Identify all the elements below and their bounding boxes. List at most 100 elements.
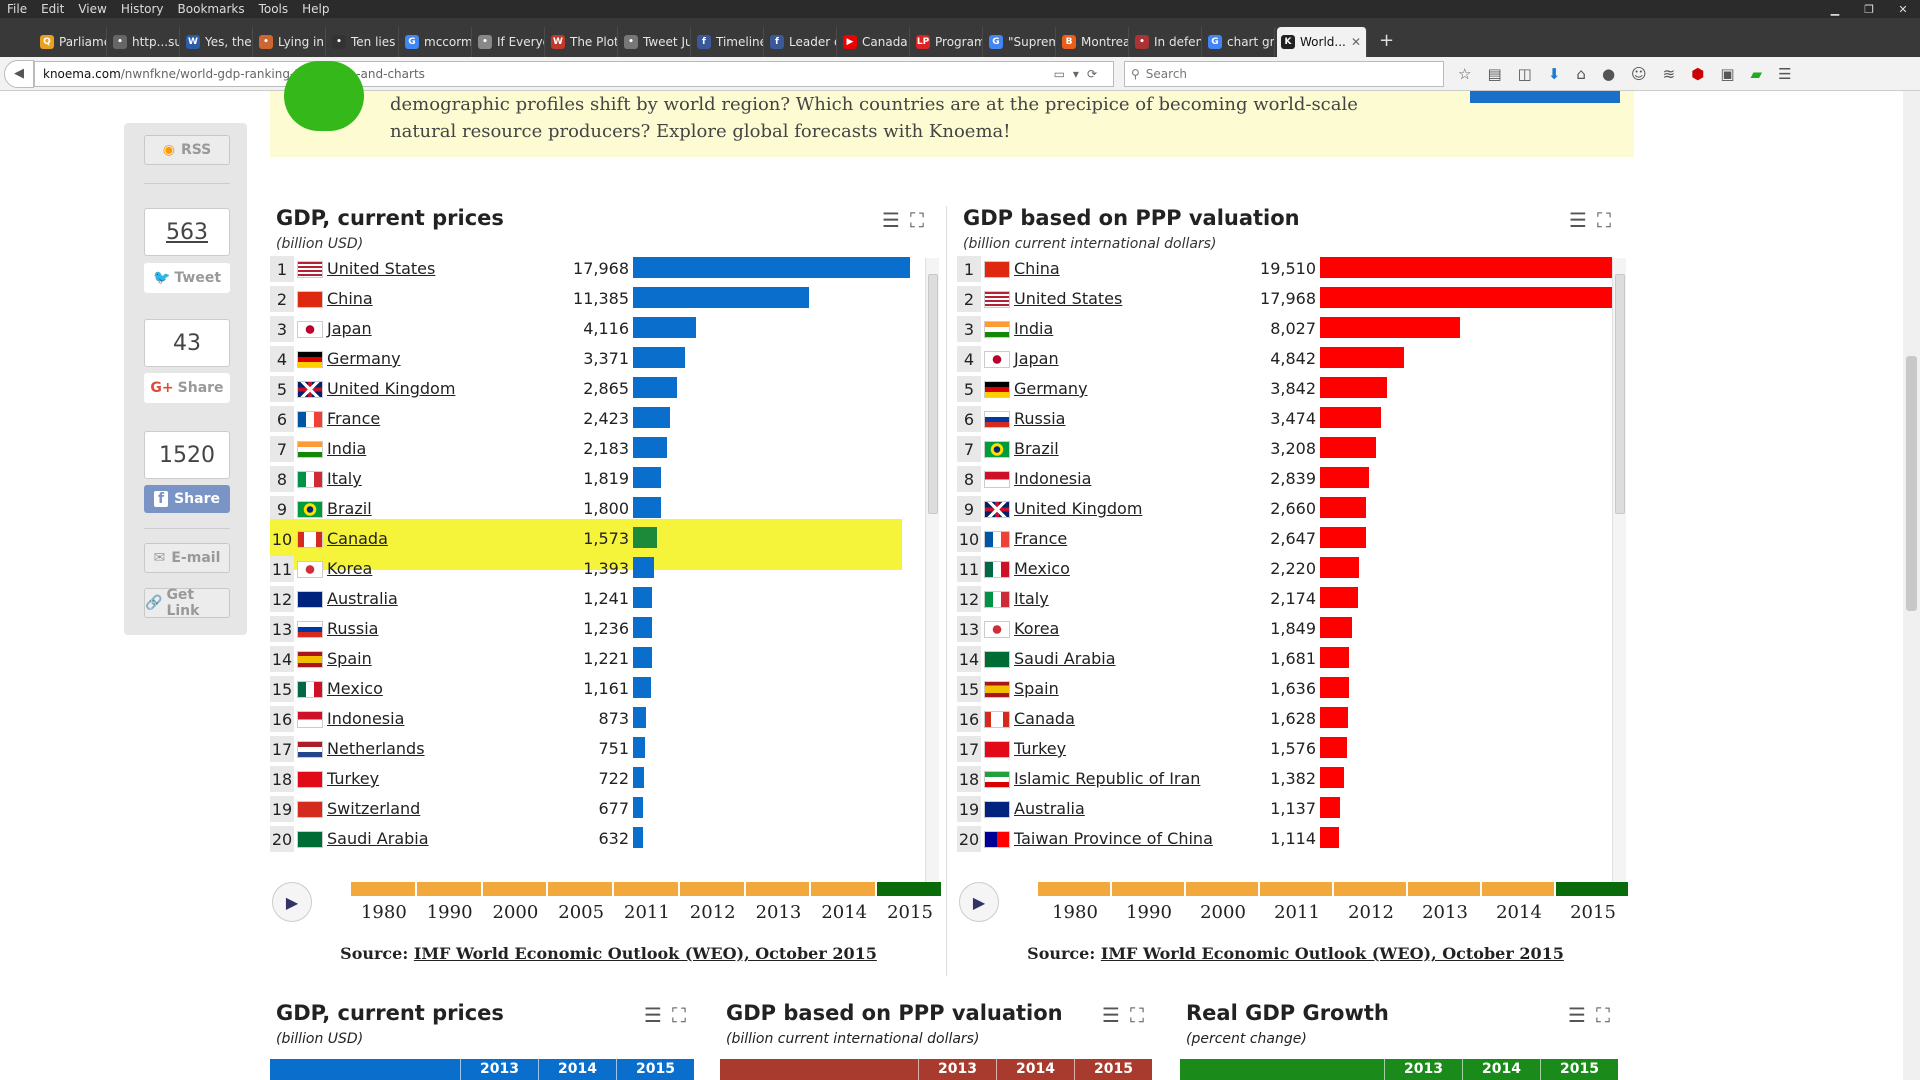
column-header[interactable]: 2014 <box>1462 1059 1540 1080</box>
timeline-segment[interactable] <box>811 882 878 896</box>
ranking-row[interactable]: 7 Brazil 3,208 <box>957 434 1612 464</box>
ranking-row[interactable]: 18 Islamic Republic of Iran 1,382 <box>957 764 1612 794</box>
ranking-row[interactable]: 13 Korea 1,849 <box>957 614 1612 644</box>
year-label[interactable]: 2012 <box>1348 902 1394 923</box>
smiley-icon[interactable]: ☺ <box>1631 64 1647 83</box>
ranking-row[interactable]: 3 Japan 4,116 <box>270 314 925 344</box>
year-label[interactable]: 2013 <box>755 902 802 923</box>
country-link[interactable]: United States <box>1014 289 1123 308</box>
ranking-row[interactable]: 11 Mexico 2,220 <box>957 554 1612 584</box>
year-label[interactable]: 2014 <box>821 902 868 923</box>
extension-icon[interactable]: ▣ <box>1720 64 1735 83</box>
ranking-row[interactable]: 1 China 19,510 <box>957 254 1612 284</box>
ranking-row[interactable]: 14 Saudi Arabia 1,681 <box>957 644 1612 674</box>
download-icon[interactable]: ⬇ <box>1547 64 1561 83</box>
rss-button[interactable]: ◉ RSS <box>144 135 230 165</box>
menu-icon[interactable]: ☰ <box>1568 1003 1596 1027</box>
timeline-segment[interactable] <box>416 882 483 896</box>
chat-icon[interactable]: ● <box>1601 64 1616 83</box>
menu-icon[interactable]: ☰ <box>1102 1003 1130 1027</box>
source-link[interactable]: IMF World Economic Outlook (WEO), Octobe… <box>1100 944 1564 963</box>
ranking-row[interactable]: 3 India 8,027 <box>957 314 1612 344</box>
year-label[interactable]: 2013 <box>1422 902 1468 923</box>
tab[interactable]: f Timeline ... <box>693 27 764 57</box>
timeline-segment[interactable] <box>1482 882 1556 896</box>
addon-icon[interactable]: ▰ <box>1750 64 1763 83</box>
country-link[interactable]: India <box>1014 319 1054 338</box>
list-scrollbar-thumb[interactable] <box>928 274 938 514</box>
country-link[interactable]: Germany <box>327 349 401 368</box>
expand-icon[interactable]: ⛶ <box>1595 1003 1620 1027</box>
ranking-row[interactable]: 17 Netherlands 751 <box>270 734 925 764</box>
country-link[interactable]: Brazil <box>1014 439 1059 458</box>
year-label[interactable]: 2000 <box>492 902 539 923</box>
country-link[interactable]: Mexico <box>327 679 383 698</box>
country-link[interactable]: Canada <box>327 529 388 548</box>
year-label[interactable]: 2011 <box>624 902 670 923</box>
ranking-row[interactable]: 15 Spain 1,636 <box>957 674 1612 704</box>
country-link[interactable]: Spain <box>327 649 372 668</box>
timeline-segment[interactable] <box>679 882 746 896</box>
page-scrollbar[interactable] <box>1903 91 1920 1080</box>
url-bar[interactable]: knoema.com /nwnfkne/world-gdp-ranking-20… <box>34 60 1114 87</box>
list-scrollbar-thumb[interactable] <box>1615 274 1625 514</box>
timeline-segment[interactable] <box>745 882 812 896</box>
country-link[interactable]: Korea <box>327 559 373 578</box>
close-window-icon[interactable]: ✕ <box>1898 2 1908 16</box>
source-link[interactable]: IMF World Economic Outlook (WEO), Octobe… <box>413 944 877 963</box>
column-header[interactable]: 2013 <box>1384 1059 1462 1080</box>
country-link[interactable]: Russia <box>327 619 379 638</box>
country-link[interactable]: Taiwan Province of China <box>1014 829 1213 848</box>
country-link[interactable]: Australia <box>327 589 398 608</box>
year-label[interactable]: 1980 <box>1052 902 1098 923</box>
tab[interactable]: • http...suit/ <box>109 27 180 57</box>
column-header[interactable]: 2013 <box>918 1059 996 1080</box>
country-link[interactable]: Italy <box>327 469 362 488</box>
tab[interactable]: K World... ✕ <box>1277 27 1367 57</box>
country-link[interactable]: Indonesia <box>327 709 405 728</box>
year-label[interactable]: 1990 <box>1126 902 1172 923</box>
country-link[interactable]: Italy <box>1014 589 1049 608</box>
timeline-segment[interactable] <box>614 882 680 896</box>
tab[interactable]: • Tweet Ju... <box>620 27 691 57</box>
menu-item-file[interactable]: File <box>7 2 28 16</box>
expand-icon[interactable]: ⛶ <box>1129 1003 1154 1027</box>
country-link[interactable]: France <box>1014 529 1068 548</box>
pocket-icon[interactable]: ◫ <box>1517 64 1532 83</box>
timeline-segment[interactable] <box>1334 882 1408 896</box>
country-link[interactable]: Japan <box>1014 349 1059 368</box>
year-label[interactable]: 2000 <box>1200 902 1246 923</box>
country-link[interactable]: Netherlands <box>327 739 425 758</box>
tab[interactable]: • Lying in ... <box>255 27 326 57</box>
country-link[interactable]: Indonesia <box>1014 469 1092 488</box>
menu-item-tools[interactable]: Tools <box>258 2 289 16</box>
ranking-row[interactable]: 11 Korea 1,393 <box>270 554 925 584</box>
country-link[interactable]: Mexico <box>1014 559 1070 578</box>
get-link-button[interactable]: 🔗 Get Link <box>144 587 230 619</box>
timeline-segment[interactable] <box>1038 882 1112 896</box>
country-link[interactable]: Switzerland <box>327 799 421 818</box>
expand-icon[interactable]: ⛶ <box>1596 208 1621 232</box>
ranking-row[interactable]: 20 Taiwan Province of China 1,114 <box>957 824 1612 854</box>
page-scrollbar-thumb[interactable] <box>1906 356 1917 611</box>
country-link[interactable]: Korea <box>1014 619 1060 638</box>
year-label[interactable]: 2015 <box>887 902 933 923</box>
ranking-row[interactable]: 2 United States 17,968 <box>957 284 1612 314</box>
column-header[interactable]: 2015 <box>616 1059 694 1080</box>
tab[interactable]: Q Parliame... <box>36 27 107 57</box>
menu-item-bookmarks[interactable]: Bookmarks <box>177 2 245 16</box>
timeline-segment[interactable] <box>1260 882 1334 896</box>
layers-icon[interactable]: ≋ <box>1662 64 1676 83</box>
country-link[interactable]: China <box>1014 259 1060 278</box>
adblock-icon[interactable]: ⬢ <box>1691 64 1705 83</box>
tab[interactable]: B Montreal ... <box>1058 27 1129 57</box>
tab[interactable]: W The Plot ... <box>547 27 618 57</box>
country-link[interactable]: Japan <box>327 319 372 338</box>
ranking-row[interactable]: 20 Saudi Arabia 632 <box>270 824 925 854</box>
bookmark-star-icon[interactable]: ☆ <box>1458 64 1472 83</box>
menu-icon[interactable]: ☰ <box>644 1003 672 1027</box>
ranking-row[interactable]: 16 Canada 1,628 <box>957 704 1612 734</box>
ranking-row[interactable]: 7 India 2,183 <box>270 434 925 464</box>
tab[interactable]: • If Everyo... <box>474 27 545 57</box>
banner-button[interactable] <box>1470 91 1620 103</box>
